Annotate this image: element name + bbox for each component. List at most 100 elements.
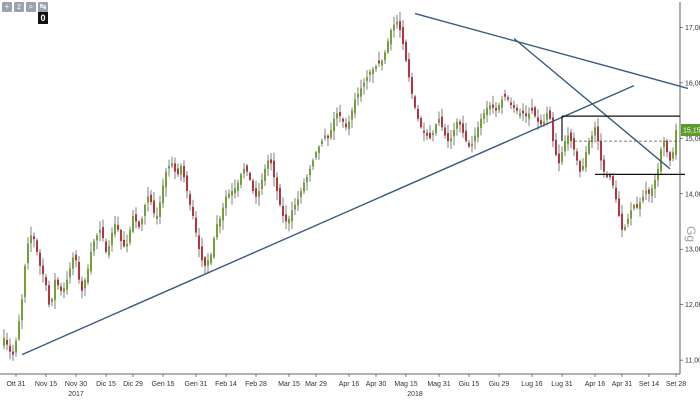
candle-body[interactable] (546, 113, 548, 120)
candle-body[interactable] (456, 121, 458, 129)
candle-body[interactable] (45, 277, 47, 286)
candle-body[interactable] (183, 165, 185, 178)
candle-body[interactable] (450, 138, 452, 142)
candle-body[interactable] (507, 97, 509, 100)
candle-body[interactable] (570, 132, 572, 142)
candle-body[interactable] (165, 171, 167, 188)
candle-body[interactable] (213, 238, 215, 258)
candle-body[interactable] (90, 252, 92, 272)
pan-icon[interactable]: ↹ (38, 2, 48, 12)
candle-body[interactable] (153, 200, 155, 214)
candle-body[interactable] (369, 71, 371, 75)
candle-body[interactable] (12, 351, 14, 355)
candle-body[interactable] (228, 193, 230, 198)
candle-body[interactable] (591, 135, 593, 142)
candle-body[interactable] (201, 246, 203, 261)
candle-body[interactable] (249, 172, 251, 180)
candle-body[interactable] (534, 107, 536, 117)
candle-body[interactable] (363, 82, 365, 87)
candle-body[interactable] (324, 135, 326, 139)
candle-body[interactable] (621, 213, 623, 230)
candle-body[interactable] (525, 113, 527, 117)
zero-badge[interactable]: 0 (38, 12, 48, 24)
candle-body[interactable] (24, 265, 26, 298)
candle-body[interactable] (597, 126, 599, 142)
candle-body[interactable] (381, 60, 383, 66)
candle-body[interactable] (147, 196, 149, 203)
candle-body[interactable] (300, 191, 302, 197)
candle-body[interactable] (567, 135, 569, 145)
candle-body[interactable] (651, 188, 653, 197)
candle-body[interactable] (372, 69, 374, 75)
candle-body[interactable] (549, 110, 551, 119)
candle-body[interactable] (204, 257, 206, 266)
candle-body[interactable] (150, 194, 152, 203)
candle-body[interactable] (471, 143, 473, 147)
candle-body[interactable] (168, 166, 170, 169)
candle-body[interactable] (282, 205, 284, 216)
candle-body[interactable] (417, 108, 419, 119)
candle-body[interactable] (468, 142, 470, 147)
candle-body[interactable] (6, 339, 8, 345)
candle-body[interactable] (96, 235, 98, 241)
candle-body[interactable] (162, 185, 164, 204)
candle-body[interactable] (222, 207, 224, 221)
candle-body[interactable] (510, 102, 512, 106)
candle-body[interactable] (474, 135, 476, 142)
candle-body[interactable] (75, 254, 77, 261)
candle-body[interactable] (396, 21, 398, 25)
candle-body[interactable] (240, 174, 242, 185)
candle-body[interactable] (69, 268, 71, 278)
candle-body[interactable] (114, 224, 116, 235)
candle-body[interactable] (576, 151, 578, 161)
candle-body[interactable] (519, 113, 521, 117)
candle-body[interactable] (564, 141, 566, 152)
candle-body[interactable] (609, 174, 611, 178)
candle-body[interactable] (285, 214, 287, 222)
candle-body[interactable] (132, 215, 134, 232)
candle-body[interactable] (246, 165, 248, 172)
magnify-icon[interactable]: ⌕ (26, 2, 36, 12)
candle-body[interactable] (588, 141, 590, 154)
candle-body[interactable] (390, 30, 392, 45)
candle-body[interactable] (177, 168, 179, 175)
candle-body[interactable] (654, 179, 656, 189)
candle-body[interactable] (117, 225, 119, 230)
candle-body[interactable] (624, 227, 626, 230)
candle-body[interactable] (102, 227, 104, 239)
candle-body[interactable] (99, 229, 101, 233)
candle-body[interactable] (555, 139, 557, 155)
candle-body[interactable] (141, 218, 143, 225)
candle-body[interactable] (501, 99, 503, 108)
candle-body[interactable] (453, 130, 455, 137)
candle-body[interactable] (489, 105, 491, 110)
candle-body[interactable] (321, 141, 323, 144)
candle-body[interactable] (144, 204, 146, 217)
candle-body[interactable] (618, 198, 620, 216)
candle-body[interactable] (93, 240, 95, 252)
candle-body[interactable] (342, 118, 344, 122)
candle-body[interactable] (384, 52, 386, 61)
candle-body[interactable] (495, 107, 497, 111)
candle-body[interactable] (561, 152, 563, 163)
plus-icon[interactable]: + (2, 2, 12, 12)
candle-body[interactable] (429, 132, 431, 139)
candle-body[interactable] (645, 191, 647, 194)
candle-body[interactable] (126, 243, 128, 247)
candle-body[interactable] (234, 188, 236, 194)
candle-body[interactable] (159, 202, 161, 217)
candle-body[interactable] (306, 177, 308, 183)
candle-body[interactable] (210, 254, 212, 264)
candle-body[interactable] (84, 279, 86, 289)
candle-body[interactable] (585, 152, 587, 168)
candle-body[interactable] (9, 345, 11, 352)
candle-body[interactable] (108, 246, 110, 256)
candle-body[interactable] (87, 268, 89, 283)
candle-body[interactable] (192, 206, 194, 216)
candle-body[interactable] (237, 182, 239, 191)
candle-body[interactable] (135, 214, 137, 222)
candle-body[interactable] (552, 117, 554, 142)
candle-body[interactable] (288, 218, 290, 224)
candle-body[interactable] (402, 27, 404, 45)
candle-body[interactable] (27, 243, 29, 264)
